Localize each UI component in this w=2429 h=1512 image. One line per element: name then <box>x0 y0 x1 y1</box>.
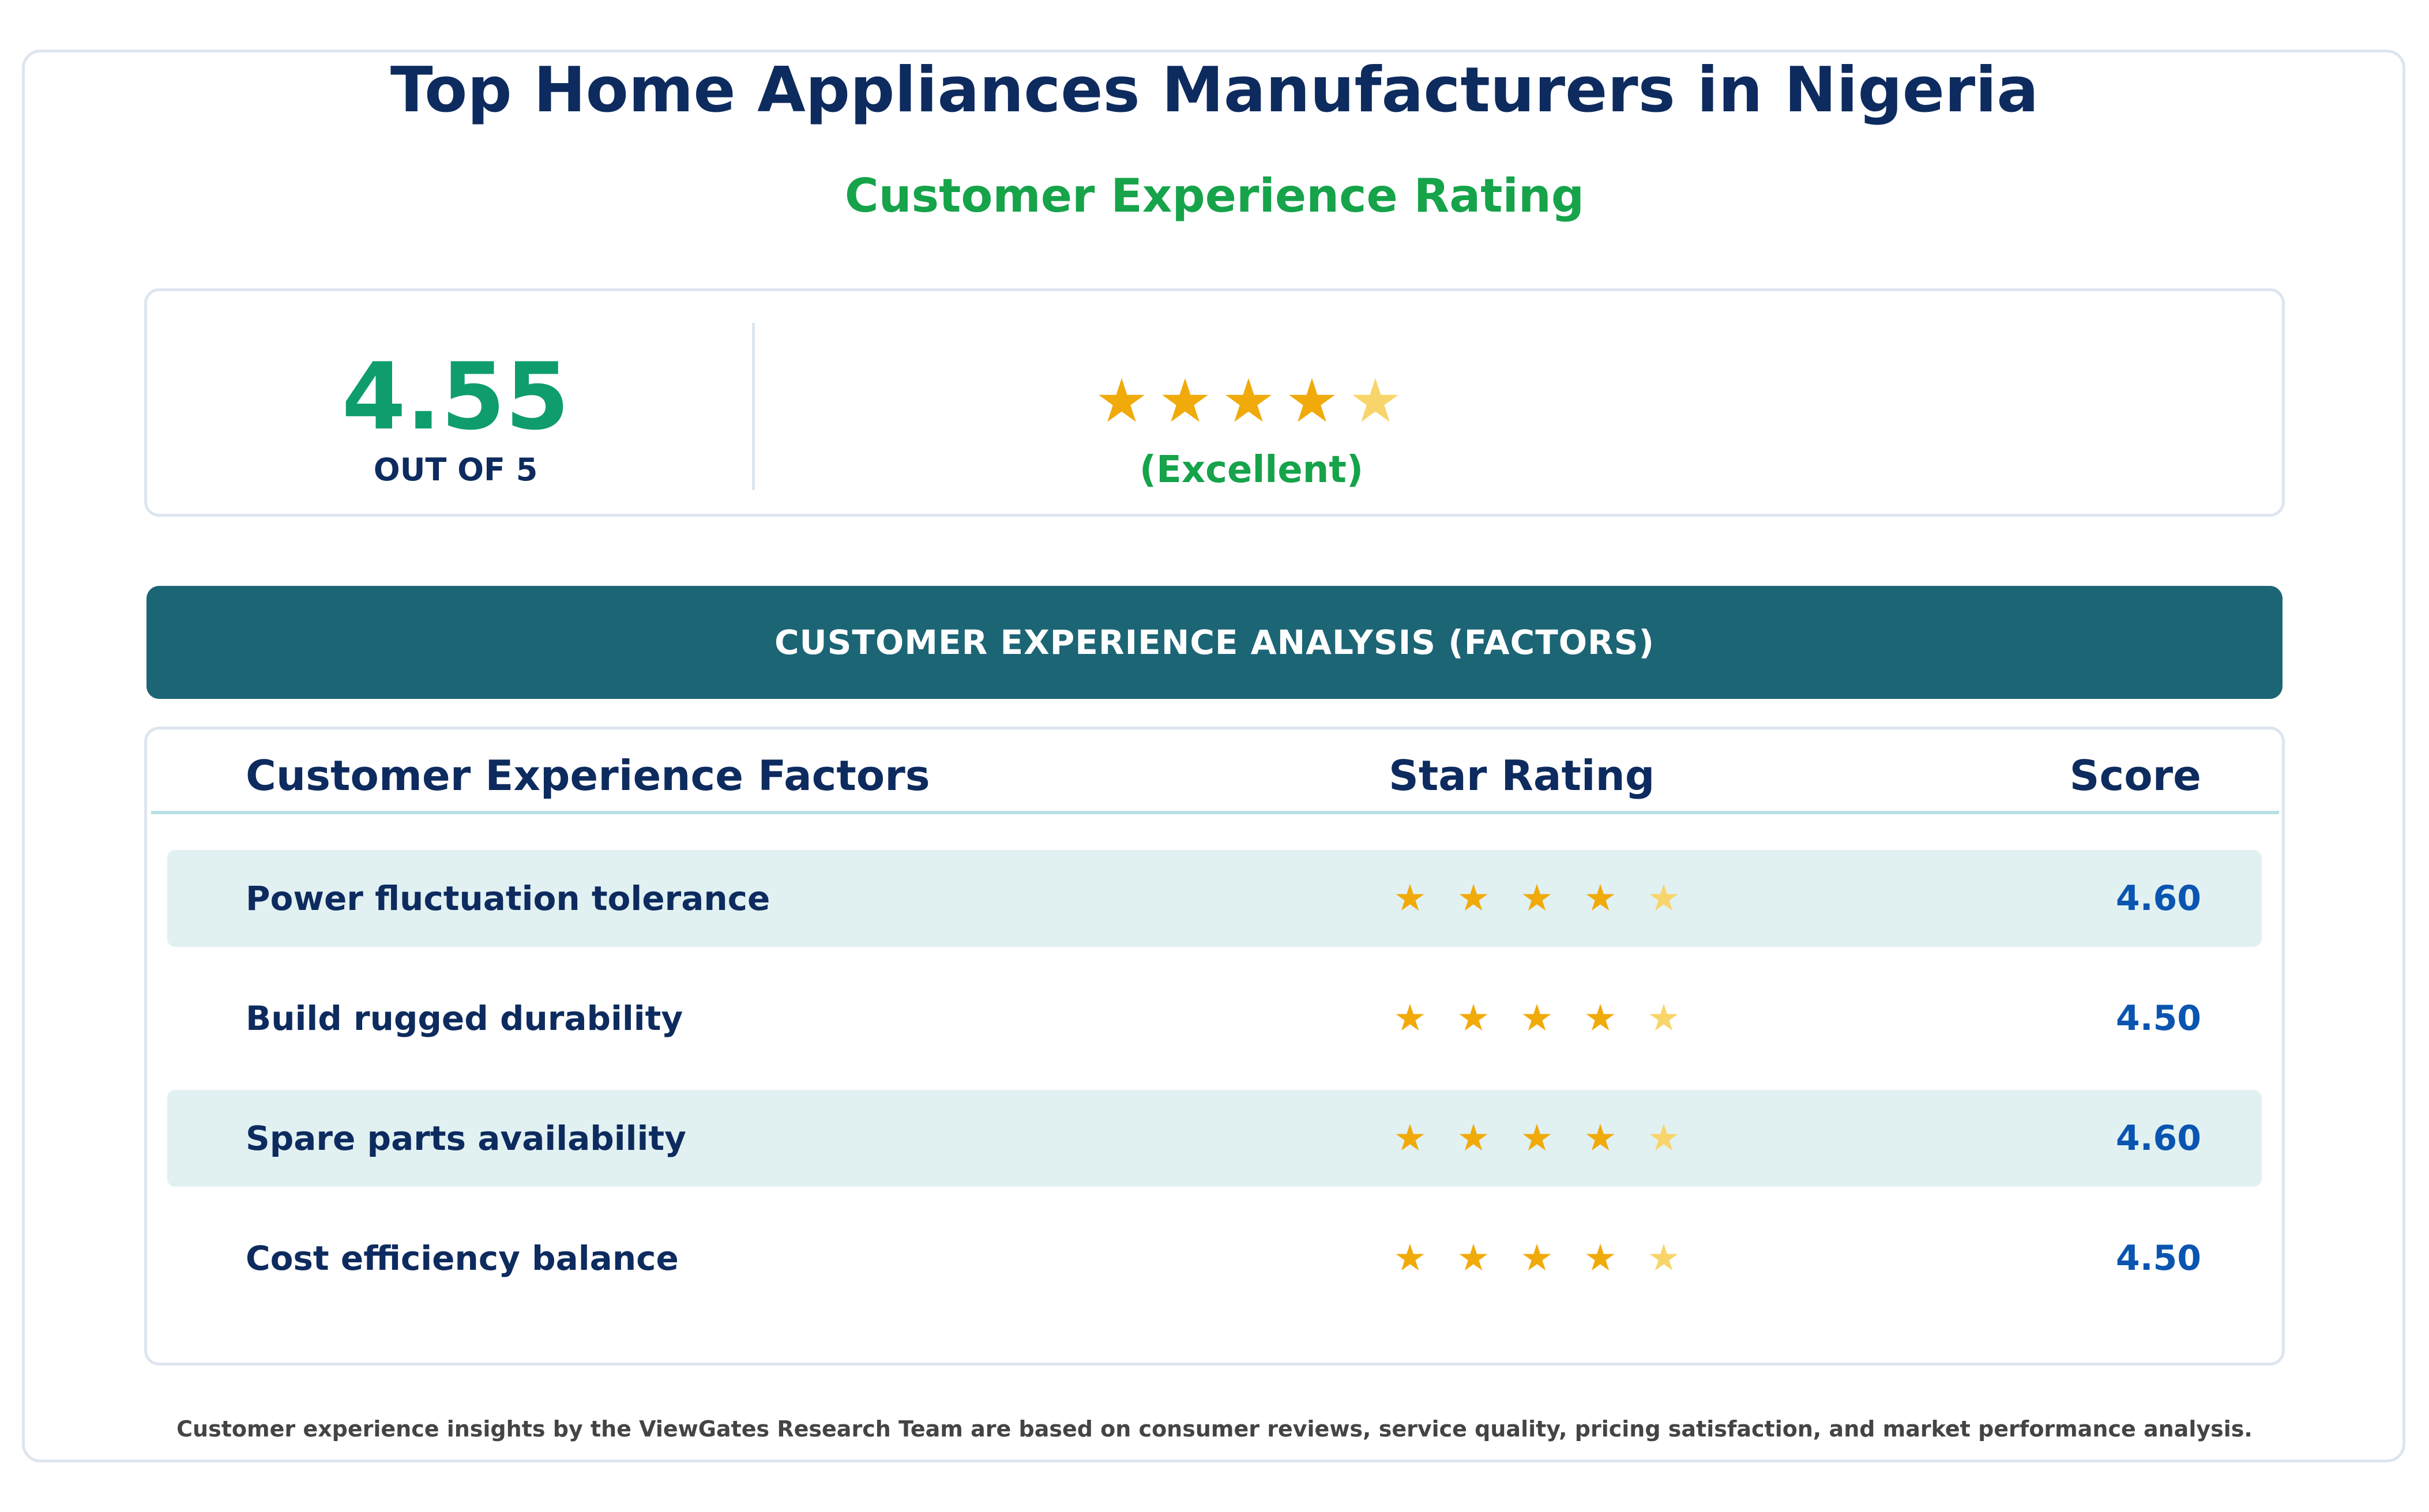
star-icon: ★ <box>1457 1117 1490 1160</box>
rating-verdict: (Excellent) <box>1139 449 1364 491</box>
page-title: Top Home Appliances Manufacturers in Nig… <box>390 54 2039 126</box>
star-half-icon: ★ <box>1647 1117 1680 1160</box>
factor-label: Power fluctuation tolerance <box>246 879 770 918</box>
factor-star-rating: ★ ★ ★ ★ ★ <box>1378 850 1695 947</box>
table-row: Power fluctuation tolerance ★ ★ ★ ★ ★ 4.… <box>167 850 2262 947</box>
factor-star-rating: ★ ★ ★ ★ ★ <box>1378 1210 1695 1307</box>
analysis-banner-text: CUSTOMER EXPERIENCE ANALYSIS (FACTORS) <box>774 623 1655 662</box>
star-half-icon: ★ <box>1348 366 1402 436</box>
factor-label: Build rugged durability <box>246 999 683 1038</box>
summary-divider <box>752 323 755 490</box>
star-half-icon: ★ <box>1647 877 1680 920</box>
star-icon: ★ <box>1457 877 1490 920</box>
star-half-icon: ★ <box>1647 1237 1680 1280</box>
star-half-icon: ★ <box>1647 997 1680 1040</box>
header-divider <box>151 811 2279 814</box>
star-icon: ★ <box>1584 877 1617 920</box>
factor-score: 4.50 <box>2115 1238 2201 1278</box>
overall-score: 4.55 <box>341 343 570 450</box>
overall-out-of: OUT OF 5 <box>373 452 538 488</box>
factor-star-rating: ★ ★ ★ ★ ★ <box>1378 1090 1695 1187</box>
star-icon: ★ <box>1584 1237 1617 1280</box>
star-icon: ★ <box>1393 1117 1427 1160</box>
star-icon: ★ <box>1520 997 1554 1040</box>
analysis-banner: CUSTOMER EXPERIENCE ANALYSIS (FACTORS) <box>146 586 2283 699</box>
star-icon: ★ <box>1393 877 1427 920</box>
star-icon: ★ <box>1221 366 1276 436</box>
star-icon: ★ <box>1158 366 1212 436</box>
overall-star-rating: ★ ★ ★ ★ ★ <box>1090 363 1407 438</box>
star-icon: ★ <box>1520 877 1554 920</box>
column-header-rating: Star Rating <box>1389 751 1655 800</box>
summary-panel <box>144 288 2285 517</box>
factors-table <box>144 727 2285 1366</box>
star-icon: ★ <box>1520 1117 1554 1160</box>
star-icon: ★ <box>1095 366 1149 436</box>
factor-star-rating: ★ ★ ★ ★ ★ <box>1378 970 1695 1067</box>
column-header-score: Score <box>2069 751 2201 800</box>
table-row: Build rugged durability ★ ★ ★ ★ ★ 4.50 <box>167 970 2262 1067</box>
factor-score: 4.60 <box>2115 878 2201 919</box>
star-icon: ★ <box>1457 1237 1490 1280</box>
page-subtitle: Customer Experience Rating <box>844 169 1585 223</box>
star-icon: ★ <box>1393 1237 1427 1280</box>
star-icon: ★ <box>1584 1117 1617 1160</box>
star-icon: ★ <box>1285 366 1339 436</box>
table-row: Spare parts availability ★ ★ ★ ★ ★ 4.60 <box>167 1090 2262 1187</box>
star-icon: ★ <box>1584 997 1617 1040</box>
factor-score: 4.60 <box>2115 1118 2201 1159</box>
table-row: Cost efficiency balance ★ ★ ★ ★ ★ 4.50 <box>167 1210 2262 1307</box>
factor-score: 4.50 <box>2115 998 2201 1039</box>
star-icon: ★ <box>1457 997 1490 1040</box>
star-icon: ★ <box>1520 1237 1554 1280</box>
footer-note: Customer experience insights by the View… <box>176 1416 2253 1442</box>
factor-label: Cost efficiency balance <box>246 1239 679 1278</box>
factor-label: Spare parts availability <box>246 1119 686 1158</box>
star-icon: ★ <box>1393 997 1427 1040</box>
card-frame <box>22 50 2405 1462</box>
column-header-factor: Customer Experience Factors <box>246 751 930 800</box>
